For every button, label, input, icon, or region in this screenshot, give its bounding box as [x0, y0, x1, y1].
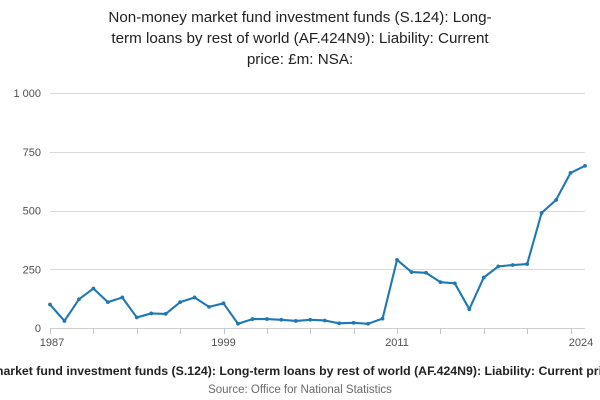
x-tick-label: 2024	[569, 337, 593, 349]
data-point-marker	[395, 257, 399, 262]
data-point-marker	[308, 317, 313, 322]
data-point-marker	[438, 280, 443, 285]
x-tick-label: 1999	[211, 337, 235, 349]
x-tick-label: 2011	[385, 337, 409, 349]
data-point-marker	[467, 307, 472, 312]
x-axis-ticks	[50, 328, 572, 334]
data-point-marker	[366, 321, 371, 326]
data-point-marker	[554, 198, 558, 202]
data-point-marker	[409, 270, 414, 274]
data-point-marker	[337, 321, 342, 326]
data-point-marker	[250, 317, 255, 321]
footer-source: Source: Office for National Statistics	[0, 382, 600, 400]
data-point-marker	[525, 262, 530, 266]
data-point-marker	[322, 318, 327, 323]
data-point-marker	[149, 311, 154, 316]
data-point-marker	[192, 295, 197, 300]
footer-caption: Non-money market fund investment funds (…	[0, 362, 600, 382]
data-point-marker	[134, 315, 139, 320]
data-point-marker	[351, 320, 356, 325]
data-point-marker	[77, 297, 81, 302]
data-point-marker	[583, 163, 587, 168]
data-point-marker	[105, 300, 110, 305]
y-tick-label: 500	[23, 206, 41, 218]
data-point-marker	[452, 281, 457, 286]
y-tick-label: 0	[35, 323, 41, 335]
data-point-marker	[163, 312, 168, 316]
data-point-marker	[293, 319, 298, 323]
y-tick-label: 1 000	[13, 88, 41, 100]
data-point-marker	[48, 302, 52, 307]
data-point-marker	[481, 275, 486, 280]
footer-caption-text: Non-money market fund investment funds (…	[0, 364, 600, 378]
data-point-marker	[221, 301, 226, 306]
data-point-marker	[510, 263, 515, 267]
data-point-marker	[380, 316, 385, 321]
footer-source-text: Source: Office for National Statistics	[208, 384, 392, 396]
chart-title: Non-money market fund investment funds (…	[30, 7, 570, 70]
data-point-marker	[279, 317, 284, 322]
data-point-marker	[120, 295, 125, 300]
data-point-marker	[264, 317, 269, 321]
chart-title-line-3: price: £m: NSA:	[246, 51, 354, 68]
line-chart-svg: 0 250 500 750 1 000 1987 1999 2011 2024	[13, 88, 593, 349]
chart-title-line-1: Non-money market fund investment funds (…	[108, 9, 492, 26]
data-point-marker	[424, 270, 428, 275]
data-point-marker	[568, 171, 573, 175]
gridlines	[50, 93, 585, 329]
data-point-marker	[207, 304, 211, 309]
y-tick-label: 250	[23, 264, 41, 276]
data-series-line	[48, 164, 587, 325]
x-tick-label: 1987	[40, 337, 64, 349]
chart-title-line-2: term loans by rest of world (AF.424N9): …	[111, 30, 489, 47]
data-point-marker	[62, 319, 67, 323]
data-point-marker	[178, 300, 183, 305]
y-axis-tick-labels: 0 250 500 750 1 000	[13, 88, 41, 335]
plot-area: 0 250 500 750 1 000 1987 1999 2011 2024	[13, 88, 593, 349]
data-point-marker	[496, 264, 501, 269]
x-axis-tick-labels: 1987 1999 2011 2024	[40, 337, 593, 349]
y-tick-label: 750	[23, 147, 41, 159]
data-point-markers	[48, 163, 587, 326]
data-point-marker	[539, 210, 544, 215]
data-point-marker	[91, 286, 96, 291]
data-point-marker	[236, 321, 240, 326]
